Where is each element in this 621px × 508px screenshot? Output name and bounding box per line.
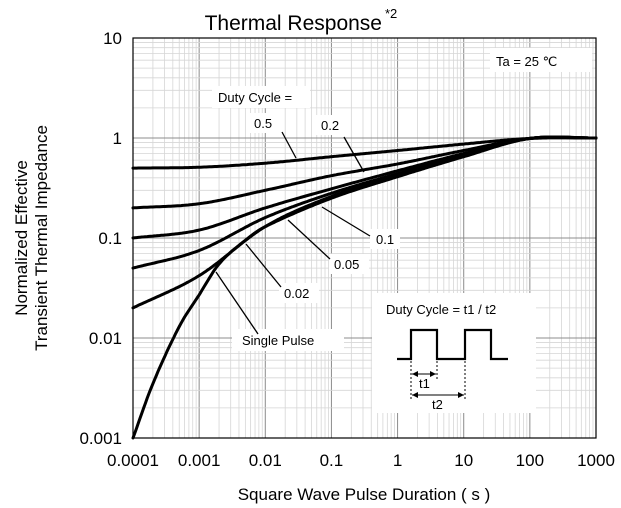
x-tick-label: 1000 — [577, 451, 615, 470]
x-tick-label: 1 — [393, 451, 402, 470]
series-label-0.1: 0.1 — [376, 232, 394, 247]
y-tick-label: 10 — [103, 29, 122, 48]
x-axis-title: Square Wave Pulse Duration ( s ) — [238, 485, 491, 504]
y-axis-title-line-2: Transient Thermal Impedance — [32, 125, 51, 351]
leader-0.02 — [245, 243, 282, 288]
y-axis-title-line-1: Normalized Effective — [12, 160, 31, 316]
chart-title-superscript: *2 — [385, 6, 397, 21]
x-tick-labels: 0.0001 0.001 0.01 0.1 1 10 100 1000 — [107, 451, 615, 470]
inset-t1-label: t1 — [419, 376, 430, 391]
leader-0.05 — [287, 219, 331, 260]
chart-title: Thermal Response — [205, 12, 382, 35]
leader-0.2 — [343, 136, 365, 173]
curves — [131, 135, 598, 440]
y-tick-label: 0.001 — [79, 429, 122, 448]
series-line-single-pulse — [131, 135, 598, 440]
y-tick-labels: 0.001 0.01 0.1 1 10 — [79, 29, 122, 448]
inset-t2-label: t2 — [432, 397, 443, 412]
duty-cycle-heading: Duty Cycle = — [218, 90, 292, 105]
square-wave-pulse-icon — [397, 328, 508, 361]
x-tick-label: 100 — [516, 451, 544, 470]
x-tick-label: 0.0001 — [107, 451, 159, 470]
x-tick-label: 10 — [454, 451, 473, 470]
x-tick-label: 0.1 — [320, 451, 344, 470]
leader-0.5 — [281, 131, 297, 159]
leader-single-pulse — [215, 271, 259, 335]
leader-0.1 — [321, 206, 371, 237]
y-tick-label: 0.1 — [98, 229, 122, 248]
x-tick-label: 0.001 — [178, 451, 221, 470]
y-tick-label: 0.01 — [89, 329, 122, 348]
series-label-0.5: 0.5 — [254, 116, 272, 131]
inset-duty-cycle-label: Duty Cycle = t1 / t2 — [386, 302, 496, 317]
x-tick-label: 0.01 — [249, 451, 282, 470]
plot-frame — [132, 37, 597, 439]
series-label-0.05: 0.05 — [334, 257, 359, 272]
series-label-0.2: 0.2 — [321, 118, 339, 133]
ambient-temperature-label: Ta = 25 ℃ — [496, 54, 557, 69]
duty-cycle-inset: Duty Cycle = t1 / t2 t1 t2 — [372, 293, 536, 413]
y-tick-label: 1 — [113, 129, 122, 148]
series-label-0.02: 0.02 — [284, 286, 309, 301]
series-label-single-pulse: Single Pulse — [242, 333, 314, 348]
